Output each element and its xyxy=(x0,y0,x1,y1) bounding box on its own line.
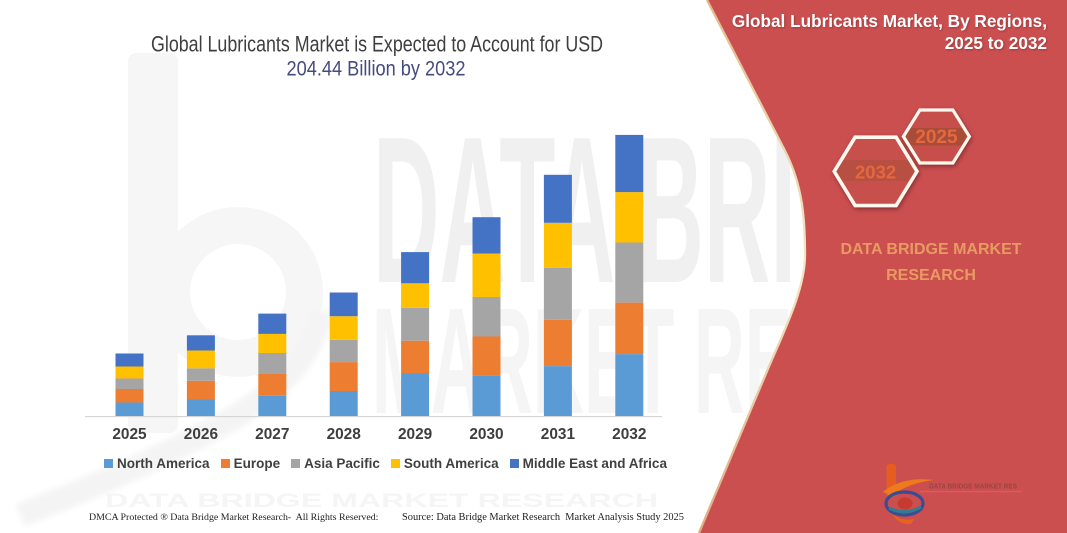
svg-text:2027: 2027 xyxy=(255,426,289,443)
svg-text:Global Lubricants Market is Ex: Global Lubricants Market is Expected to … xyxy=(151,32,603,57)
svg-text:2025: 2025 xyxy=(112,426,147,443)
svg-text:2032: 2032 xyxy=(612,426,646,443)
svg-text:DATA BRI: DATA BRI xyxy=(373,94,796,327)
svg-text:DATA BRIDGE MARKET RESEARCH: DATA BRIDGE MARKET RESEARCH xyxy=(105,491,658,512)
svg-text:2030: 2030 xyxy=(469,426,503,443)
svg-text:2025: 2025 xyxy=(915,127,958,148)
svg-text:2031: 2031 xyxy=(541,426,576,443)
svg-text:2029: 2029 xyxy=(398,426,432,443)
svg-text:2028: 2028 xyxy=(327,426,362,443)
svg-text:2032: 2032 xyxy=(855,162,896,183)
svg-text:2026: 2026 xyxy=(184,426,218,443)
svg-text:DATA BRIDGE MARKET RES: DATA BRIDGE MARKET RES xyxy=(929,482,1017,491)
svg-text:204.44 Billion by 2032: 204.44 Billion by 2032 xyxy=(287,58,466,81)
